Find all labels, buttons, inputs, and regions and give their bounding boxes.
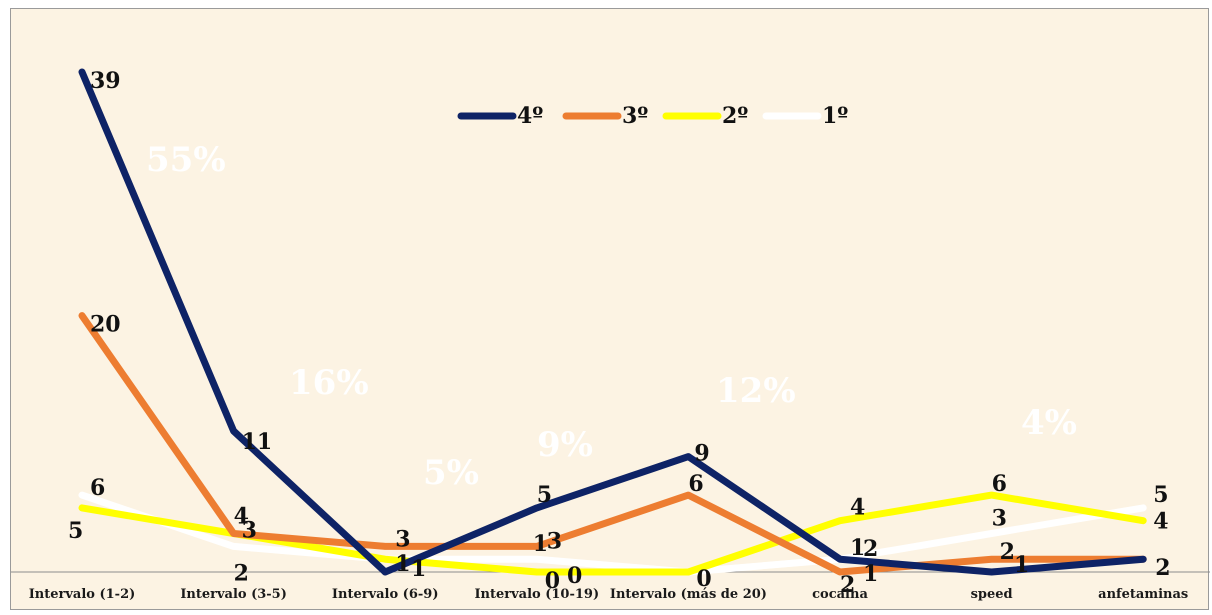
data-label: 5 — [537, 482, 552, 508]
x-tick-label: cocaina — [812, 587, 868, 602]
data-label: 0 — [545, 568, 560, 594]
x-tick-label: anfetaminas — [1098, 587, 1188, 602]
data-label: 1 — [850, 535, 865, 561]
data-label: 2 — [234, 560, 249, 586]
legend-label: 1º — [822, 103, 848, 129]
data-label: 4 — [850, 495, 865, 521]
legend-label: 4º — [517, 103, 543, 129]
legend-item: 3º — [562, 103, 648, 129]
chart-area: 55% 16% 5% 9% 12% 4% 39 11 5 9 20 4 3 3 6 2 2 2 5 3 1 0 4 6 4 6 2… — [10, 8, 1210, 610]
data-label: 6 — [90, 475, 105, 501]
data-label: 2 — [1000, 539, 1015, 565]
legend-label: 2º — [722, 103, 748, 129]
series-line — [78, 68, 1147, 576]
legend-item: 2º — [662, 103, 748, 129]
data-label: 9 — [694, 441, 709, 467]
data-label: 6 — [992, 471, 1007, 497]
data-label: 2 — [863, 536, 878, 562]
data-label: 3 — [992, 506, 1007, 532]
series-line — [78, 312, 1147, 576]
percent-annotation: 55% — [146, 140, 226, 180]
data-label: 1 — [411, 556, 426, 582]
percent-annotations: 55% 16% 5% 9% 12% 4% — [146, 140, 1077, 493]
data-label: 2 — [1155, 555, 1170, 581]
x-tick-label: Intervalo (3-5) — [180, 587, 287, 602]
data-label: 3 — [242, 518, 257, 544]
data-label: 4 — [1153, 509, 1168, 535]
legend-label: 3º — [622, 103, 648, 129]
legend-item: 1º — [762, 103, 848, 129]
data-label: 1 — [1014, 552, 1029, 578]
percent-annotation: 9% — [537, 425, 593, 465]
data-label: 3 — [547, 528, 562, 554]
data-label: 1 — [533, 531, 548, 557]
percent-annotation: 4% — [1021, 403, 1077, 443]
data-label: 11 — [242, 429, 273, 455]
percent-annotation: 16% — [289, 363, 369, 403]
x-tick-label: Intervalo (10-19) — [474, 587, 599, 602]
legend: 4º 3º 2º 1º — [457, 103, 848, 129]
x-tick-label: Intervalo (1-2) — [29, 587, 136, 602]
data-label: 1 — [395, 551, 410, 577]
percent-annotation: 5% — [423, 453, 479, 493]
data-label: 1 — [863, 561, 878, 587]
x-tick-label: Intervalo (más de 20) — [610, 587, 767, 602]
series-line — [78, 491, 1147, 576]
data-label: 5 — [68, 518, 83, 544]
series-lines — [78, 68, 1147, 576]
data-label: 39 — [90, 68, 121, 94]
x-axis-tick-labels: Intervalo (1-2) Intervalo (3-5) Intervalo … — [29, 587, 1189, 602]
data-label: 6 — [688, 471, 703, 497]
legend-item: 4º — [457, 103, 543, 129]
x-tick-label: Intervalo (6-9) — [332, 587, 439, 602]
data-label: 0 — [696, 566, 711, 592]
data-label: 4 — [234, 504, 249, 530]
data-label: 3 — [395, 526, 410, 552]
data-label: 2 — [840, 572, 855, 598]
x-tick-label: speed — [971, 587, 1013, 602]
data-label: 5 — [1153, 482, 1168, 508]
data-label: 0 — [567, 563, 582, 589]
percent-annotation: 12% — [716, 371, 796, 411]
data-label: 20 — [90, 312, 121, 338]
